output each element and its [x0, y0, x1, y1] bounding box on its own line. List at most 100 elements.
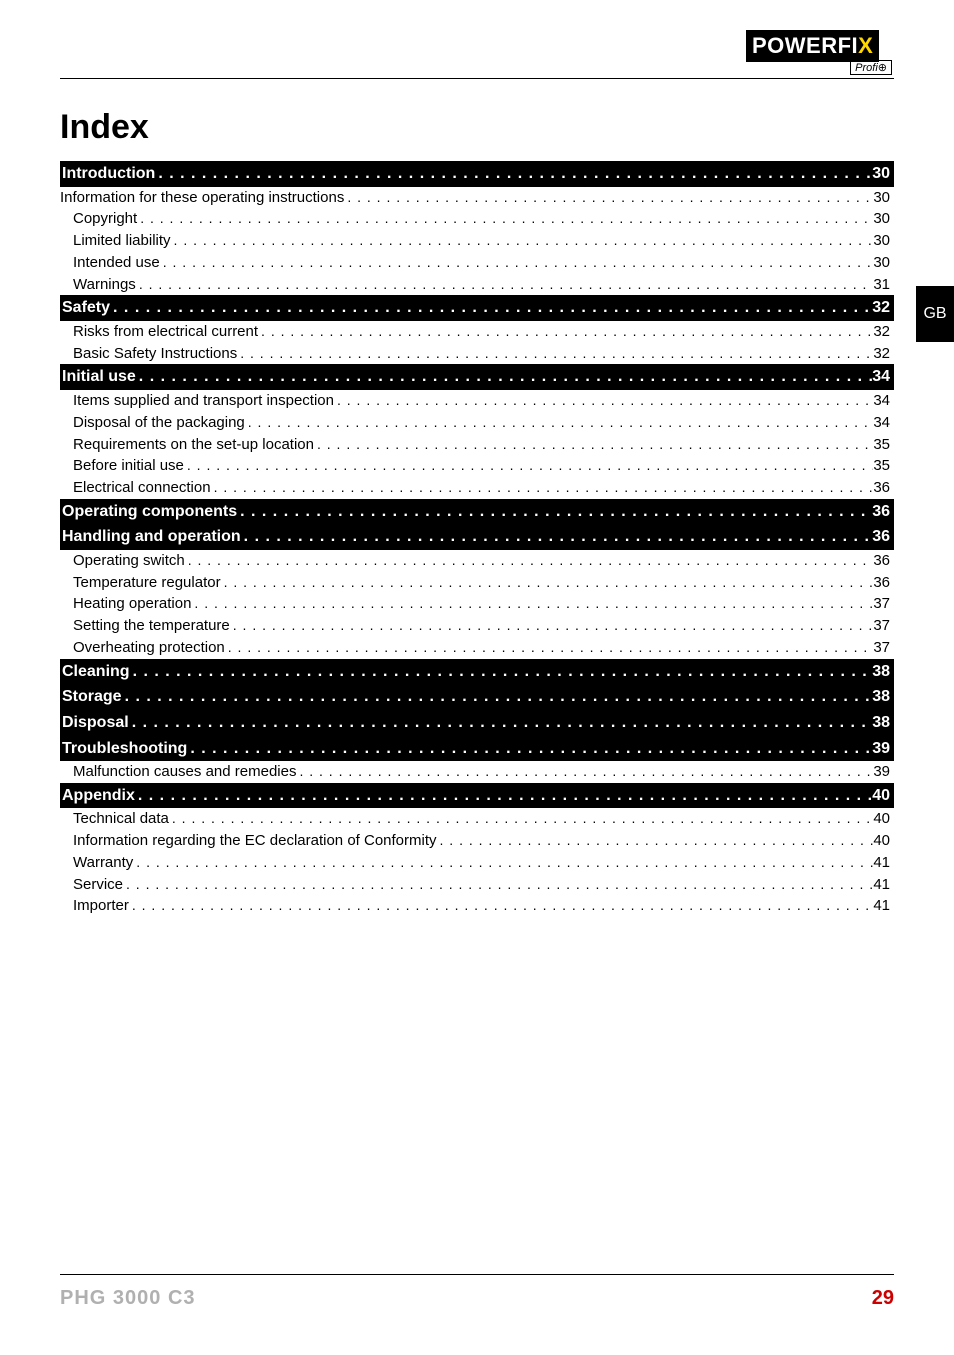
toc-leader-dots: . . . . . . . . . . . . . . . . . . . . …: [129, 895, 873, 915]
toc-line: Service . . . . . . . . . . . . . . . . …: [60, 874, 894, 896]
toc-section: Introduction . . . . . . . . . . . . . .…: [60, 161, 894, 187]
toc-leader-dots: . . . . . . . . . . . . . . . . . . . . …: [344, 187, 873, 207]
toc-line-page: 41: [873, 852, 894, 874]
toc-line-page: 35: [873, 434, 894, 456]
toc-section: Appendix . . . . . . . . . . . . . . . .…: [60, 783, 894, 809]
toc-section-page: 38: [872, 712, 894, 734]
logo-sub-symbol: ⊕: [878, 62, 887, 74]
toc-leader-dots: . . . . . . . . . . . . . . . . . . . . …: [221, 572, 874, 592]
toc-line-label: Overheating protection: [73, 637, 225, 659]
toc-line-page: 36: [873, 572, 894, 594]
toc-section: Handling and operation . . . . . . . . .…: [60, 524, 894, 550]
toc-line-page: 37: [873, 637, 894, 659]
toc-leader-dots: . . . . . . . . . . . . . . . . . . . . …: [184, 455, 873, 475]
toc-line-label: Technical data: [73, 808, 169, 830]
toc-line: Overheating protection . . . . . . . . .…: [60, 637, 894, 659]
page-footer: PHG 3000 C3 29: [60, 1274, 894, 1310]
toc-section-page: 36: [872, 501, 894, 523]
toc-line-label: Risks from electrical current: [73, 321, 258, 343]
toc-line-label: Copyright: [73, 208, 137, 230]
toc-section: Operating components . . . . . . . . . .…: [60, 499, 894, 525]
toc-line-page: 31: [873, 274, 894, 296]
language-tab-label: GB: [923, 305, 946, 323]
toc-leader-dots: . . . . . . . . . . . . . . . . . . . . …: [245, 412, 874, 432]
toc-line: Electrical connection . . . . . . . . . …: [60, 477, 894, 499]
toc-section-page: 38: [872, 661, 894, 683]
toc-leader-dots: . . . . . . . . . . . . . . . . . . . . …: [296, 761, 873, 781]
toc-line: Temperature regulator . . . . . . . . . …: [60, 572, 894, 594]
toc-line: Risks from electrical current . . . . . …: [60, 321, 894, 343]
toc-line-label: Disposal of the packaging: [73, 412, 245, 434]
index-heading: Index: [60, 108, 894, 147]
toc-section-label: Appendix: [62, 785, 135, 807]
toc-line: Heating operation . . . . . . . . . . . …: [60, 593, 894, 615]
toc-line-page: 40: [873, 830, 894, 852]
toc-line: Warnings . . . . . . . . . . . . . . . .…: [60, 274, 894, 296]
toc-line: Operating switch . . . . . . . . . . . .…: [60, 550, 894, 572]
toc-line-label: Items supplied and transport inspection: [73, 390, 334, 412]
toc-section-page: 34: [872, 366, 894, 388]
toc-line-label: Warnings: [73, 274, 136, 296]
toc-line-label: Information regarding the EC declaration…: [73, 830, 437, 852]
toc-line-page: 39: [873, 761, 894, 783]
toc-line: Limited liability . . . . . . . . . . . …: [60, 230, 894, 252]
logo-sub-text: Profi: [855, 62, 878, 74]
toc-section: Safety . . . . . . . . . . . . . . . . .…: [60, 295, 894, 321]
footer-model-label: PHG 3000 C3: [60, 1287, 196, 1310]
toc-line-page: 37: [873, 615, 894, 637]
toc-leader-dots: . . . . . . . . . . . . . . . . . . . . …: [314, 434, 873, 454]
toc-leader-dots: . . . . . . . . . . . . . . . . . . . . …: [136, 366, 872, 388]
toc-line-label: Operating switch: [73, 550, 185, 572]
toc-leader-dots: . . . . . . . . . . . . . . . . . . . . …: [169, 808, 873, 828]
toc-line-page: 36: [873, 477, 894, 499]
toc-line: Information regarding the EC declaration…: [60, 830, 894, 852]
toc-line: Copyright . . . . . . . . . . . . . . . …: [60, 208, 894, 230]
toc-line: Setting the temperature . . . . . . . . …: [60, 615, 894, 637]
toc-leader-dots: . . . . . . . . . . . . . . . . . . . . …: [211, 477, 874, 497]
logo-main: POWERFI: [752, 33, 858, 58]
toc-leader-dots: . . . . . . . . . . . . . . . . . . . . …: [123, 874, 873, 894]
header-rule: [60, 78, 894, 79]
toc-leader-dots: . . . . . . . . . . . . . . . . . . . . …: [241, 526, 873, 548]
toc-line: Requirements on the set-up location . . …: [60, 434, 894, 456]
toc-leader-dots: . . . . . . . . . . . . . . . . . . . . …: [237, 501, 872, 523]
toc-section-label: Initial use: [62, 366, 136, 388]
toc-line-page: 32: [873, 343, 894, 365]
toc-line-page: 30: [873, 230, 894, 252]
toc-line: Malfunction causes and remedies . . . . …: [60, 761, 894, 783]
toc-leader-dots: . . . . . . . . . . . . . . . . . . . . …: [171, 230, 874, 250]
toc-leader-dots: . . . . . . . . . . . . . . . . . . . . …: [225, 637, 874, 657]
toc-line-page: 35: [873, 455, 894, 477]
toc-line-label: Requirements on the set-up location: [73, 434, 314, 456]
toc-line: Disposal of the packaging . . . . . . . …: [60, 412, 894, 434]
toc-leader-dots: . . . . . . . . . . . . . . . . . . . . …: [230, 615, 874, 635]
toc-line: Items supplied and transport inspection …: [60, 390, 894, 412]
toc-leader-dots: . . . . . . . . . . . . . . . . . . . . …: [122, 686, 873, 708]
toc-line-label: Information for these operating instruct…: [60, 187, 344, 209]
toc-line-label: Heating operation: [73, 593, 191, 615]
toc-section-label: Operating components: [62, 501, 237, 523]
toc-section-label: Introduction: [62, 163, 155, 185]
toc-leader-dots: . . . . . . . . . . . . . . . . . . . . …: [187, 738, 872, 760]
toc-line-label: Basic Safety Instructions: [73, 343, 237, 365]
toc-leader-dots: . . . . . . . . . . . . . . . . . . . . …: [437, 830, 874, 850]
toc-section-label: Safety: [62, 297, 110, 319]
toc-section-page: 36: [872, 526, 894, 548]
brand-logo: POWERFIX Profi⊕: [746, 30, 894, 68]
table-of-contents: Introduction . . . . . . . . . . . . . .…: [60, 161, 894, 917]
toc-leader-dots: . . . . . . . . . . . . . . . . . . . . …: [160, 252, 874, 272]
toc-section-page: 38: [872, 686, 894, 708]
toc-section-label: Cleaning: [62, 661, 130, 683]
toc-leader-dots: . . . . . . . . . . . . . . . . . . . . …: [334, 390, 873, 410]
toc-line: Technical data . . . . . . . . . . . . .…: [60, 808, 894, 830]
toc-line: Information for these operating instruct…: [60, 187, 894, 209]
toc-line-label: Setting the temperature: [73, 615, 230, 637]
toc-line-label: Electrical connection: [73, 477, 211, 499]
toc-line-label: Service: [73, 874, 123, 896]
toc-leader-dots: . . . . . . . . . . . . . . . . . . . . …: [185, 550, 874, 570]
toc-section-page: 32: [872, 297, 894, 319]
toc-line-label: Temperature regulator: [73, 572, 221, 594]
toc-leader-dots: . . . . . . . . . . . . . . . . . . . . …: [133, 852, 873, 872]
toc-line-label: Before initial use: [73, 455, 184, 477]
toc-line-page: 34: [873, 390, 894, 412]
